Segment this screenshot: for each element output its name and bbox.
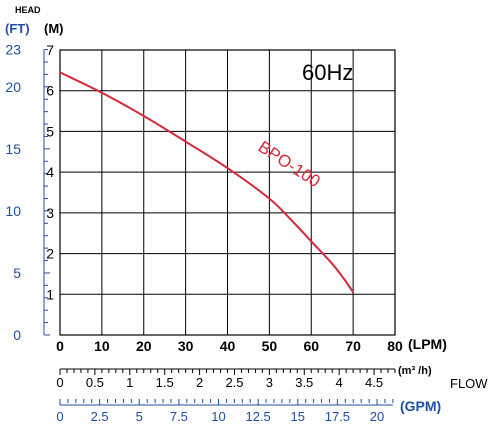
x-tick-label-gpm: 20 (370, 409, 384, 424)
y-title: HEAD (15, 5, 41, 15)
y-tick-label-m: 2 (46, 246, 54, 262)
x-tick-label-m3h: 3 (266, 375, 273, 390)
flow-label: FLOW (450, 376, 488, 391)
x-tick-label-lpm: 70 (345, 338, 361, 354)
x-tick-label-m3h: 0 (56, 375, 63, 390)
y-tick-label-m: 5 (46, 123, 54, 139)
frequency-annotation: 60Hz (302, 60, 353, 85)
x-tick-label-lpm: 50 (262, 338, 278, 354)
x-tick-label-gpm: 2.5 (91, 409, 109, 424)
y-tick-label-ft: 10 (5, 203, 21, 219)
y-tick-label-m: 1 (46, 286, 54, 302)
x-tick-label-gpm: 15 (291, 409, 305, 424)
x-tick-label-m3h: 2 (196, 375, 203, 390)
x-tick-label-lpm: 40 (220, 338, 236, 354)
x-tick-label-m3h: 0.5 (86, 375, 104, 390)
y-tick-label-ft: 5 (13, 265, 21, 281)
x-axis-label-m3h: (m³ /h) (398, 365, 432, 377)
y-axis-label-m: (M) (44, 21, 64, 36)
x-tick-label-lpm: 0 (56, 338, 64, 354)
y-tick-label-m: 6 (46, 83, 54, 99)
x-tick-label-m3h: 1 (126, 375, 133, 390)
x-tick-label-m3h: 3.5 (295, 375, 313, 390)
x-tick-label-gpm: 5 (136, 409, 143, 424)
y-tick-label-ft: 23 (5, 42, 21, 58)
y-tick-label-m: 7 (46, 42, 54, 58)
x-tick-label-m3h: 2.5 (225, 375, 243, 390)
x-tick-label-gpm: 12.5 (245, 409, 270, 424)
x-tick-label-lpm: 30 (178, 338, 194, 354)
y-axis-label-ft: (FT) (5, 21, 30, 36)
x-tick-label-lpm: 10 (94, 338, 110, 354)
x-tick-label-m3h: 4 (336, 375, 343, 390)
y-tick-label-ft: 0 (13, 327, 21, 343)
x-tick-label-lpm: 80 (387, 338, 403, 354)
grid (60, 50, 395, 335)
y-tick-label-ft: 20 (5, 79, 21, 95)
x-tick-label-m3h: 1.5 (156, 375, 174, 390)
x-tick-label-lpm: 60 (303, 338, 319, 354)
x-tick-label-gpm: 10 (211, 409, 225, 424)
series-line-bpo-100 (59, 71, 354, 293)
y-tick-label-ft: 15 (5, 141, 21, 157)
x-tick-label-gpm: 0 (56, 409, 63, 424)
x-tick-label-gpm: 7.5 (170, 409, 188, 424)
x-axis-label-gpm: (GPM) (400, 398, 441, 414)
axes (43, 49, 396, 406)
x-tick-label-m3h: 4.5 (365, 375, 383, 390)
x-tick-label-gpm: 17.5 (325, 409, 350, 424)
x-tick-label-lpm: 20 (136, 338, 152, 354)
y-tick-label-m: 4 (46, 164, 54, 180)
y-tick-label-m: 3 (46, 205, 54, 221)
x-axis-label-lpm: (LPM) (408, 336, 447, 352)
